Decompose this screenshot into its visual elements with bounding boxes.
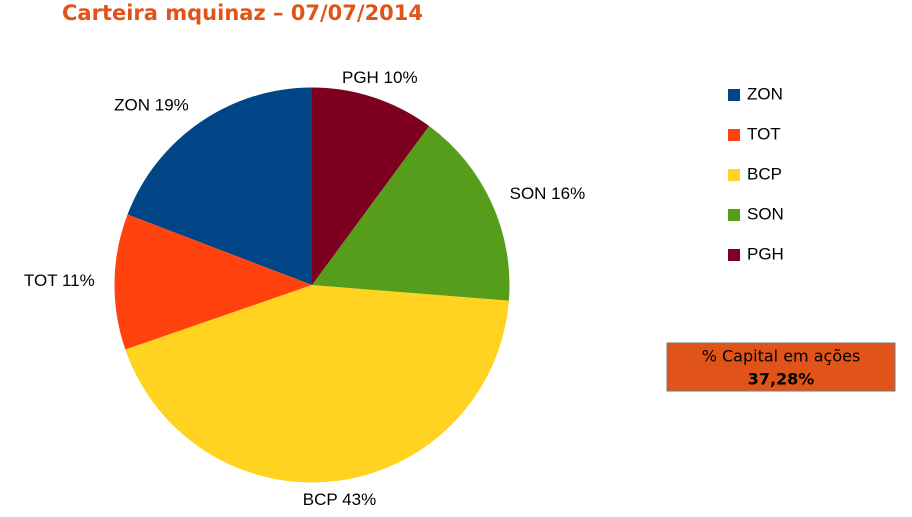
annotation: % Capital em ações 37,28%	[666, 342, 896, 392]
pie-slice	[127, 87, 312, 285]
pie-slice	[114, 214, 313, 350]
pie-slice	[312, 125, 510, 301]
legend-label: BCP	[747, 164, 782, 183]
pie-slice	[125, 285, 509, 483]
data-label: ZON 19%	[114, 96, 189, 115]
data-label: SON 16%	[510, 184, 586, 203]
annotation-label: % Capital em ações	[702, 347, 861, 366]
legend-label: PGH	[747, 244, 784, 263]
data-label: PGH 10%	[342, 68, 418, 87]
legend-label: ZON	[747, 84, 783, 103]
legend-label: TOT	[747, 124, 781, 143]
chart-title: Carteira mquinaz – 07/07/2014	[62, 1, 423, 25]
legend-swatch	[728, 89, 740, 101]
legend-swatch	[728, 129, 740, 141]
legend-swatch	[728, 249, 740, 261]
pie-slice	[312, 87, 430, 285]
legend-swatch	[728, 209, 740, 221]
legend-swatch	[728, 169, 740, 181]
annotation-value: 37,28%	[748, 370, 815, 389]
annotation-box	[666, 342, 896, 392]
data-label: BCP 43%	[303, 490, 376, 509]
legend-label: SON	[747, 204, 784, 223]
data-label: TOT 11%	[24, 271, 95, 290]
